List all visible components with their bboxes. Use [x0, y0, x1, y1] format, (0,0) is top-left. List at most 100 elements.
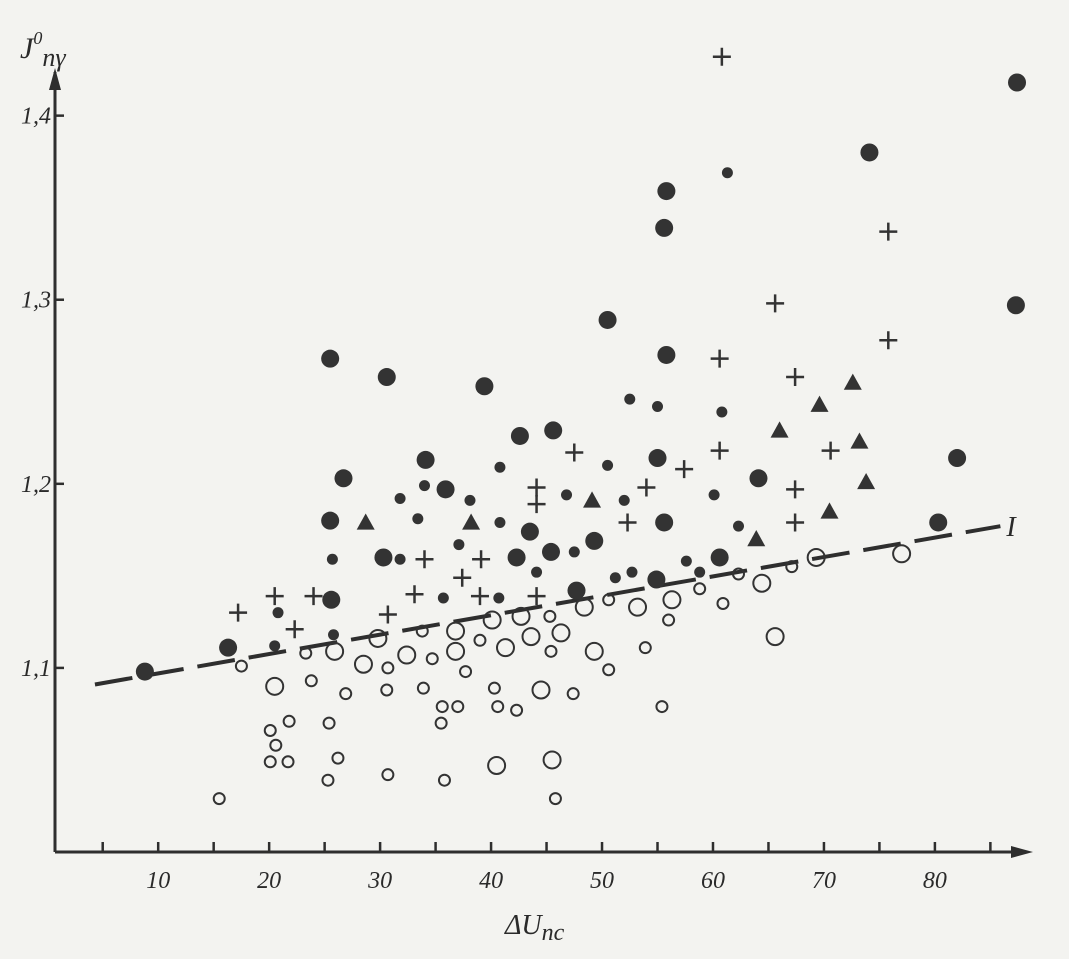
point: [511, 606, 531, 626]
point: [618, 494, 630, 506]
y-axis-label: J0nγ: [20, 28, 66, 72]
point: [675, 460, 694, 479]
point: [322, 716, 336, 730]
point: [655, 700, 669, 714]
point: [662, 590, 682, 610]
point: [425, 652, 439, 666]
point: [397, 645, 417, 665]
point: [544, 644, 558, 658]
x-tick-label: 70: [812, 868, 836, 894]
y-tick-label: 1,3: [21, 288, 51, 314]
point: [472, 550, 491, 569]
point: [680, 555, 692, 567]
point: [446, 641, 466, 661]
point: [850, 432, 869, 449]
point: [331, 751, 345, 765]
point: [548, 792, 562, 806]
point: [135, 662, 154, 681]
point: [470, 587, 489, 606]
point: [637, 478, 656, 497]
point: [710, 548, 729, 567]
point: [712, 47, 731, 66]
point: [694, 566, 706, 578]
point: [487, 681, 501, 695]
trend-line: [94, 524, 1001, 687]
point: [453, 539, 465, 551]
point: [269, 640, 281, 652]
point: [747, 530, 766, 547]
point: [648, 449, 667, 468]
point: [356, 513, 375, 530]
point: [857, 472, 876, 490]
point: [328, 629, 340, 641]
y-tick-label: 1,1: [21, 656, 51, 682]
y-tick-label: 1,2: [21, 472, 51, 498]
point: [321, 773, 335, 787]
point: [453, 568, 472, 587]
point: [368, 628, 388, 648]
x-label-main: ΔU: [504, 910, 543, 941]
point: [265, 587, 284, 606]
point: [416, 681, 430, 695]
point: [628, 597, 648, 617]
point: [304, 674, 318, 688]
point: [948, 449, 967, 468]
point: [521, 627, 541, 647]
x-tick-label: 40: [479, 868, 503, 894]
point: [234, 659, 248, 673]
point: [602, 459, 614, 471]
point: [405, 585, 424, 604]
point: [657, 182, 676, 201]
point: [381, 768, 395, 782]
point: [710, 349, 729, 368]
point: [598, 310, 617, 329]
point: [541, 542, 560, 561]
point: [1006, 296, 1025, 315]
point: [325, 641, 345, 661]
point: [583, 491, 602, 508]
point: [655, 218, 674, 237]
point: [321, 349, 340, 368]
point: [786, 480, 805, 499]
point: [229, 603, 248, 622]
point: [494, 516, 506, 528]
y-label-sub: nγ: [42, 43, 66, 72]
point: [749, 469, 768, 488]
point: [281, 755, 295, 769]
point: [810, 395, 829, 412]
point: [394, 493, 406, 505]
point: [786, 513, 805, 532]
point: [435, 700, 449, 714]
point: [495, 638, 515, 658]
point: [374, 548, 393, 567]
point: [378, 605, 397, 624]
point: [482, 610, 502, 630]
point: [655, 513, 674, 532]
point: [487, 755, 507, 775]
point: [219, 638, 238, 657]
point: [821, 441, 840, 460]
x-axis-arrow: [1011, 846, 1033, 858]
point: [265, 676, 285, 696]
point: [820, 502, 839, 519]
point: [493, 592, 505, 604]
point: [212, 792, 226, 806]
point: [507, 548, 526, 567]
point: [879, 331, 898, 350]
point: [585, 531, 604, 550]
point: [353, 654, 373, 674]
y-axis-arrow: [49, 68, 61, 90]
point: [733, 520, 745, 532]
x-label-sub: nc: [542, 920, 565, 946]
point: [494, 461, 506, 473]
point: [520, 522, 539, 541]
point: [339, 687, 353, 701]
point: [565, 443, 584, 462]
point: [657, 345, 676, 364]
point: [561, 489, 573, 501]
point: [766, 294, 785, 313]
point: [510, 426, 529, 445]
point: [415, 550, 434, 569]
point: [263, 724, 277, 737]
